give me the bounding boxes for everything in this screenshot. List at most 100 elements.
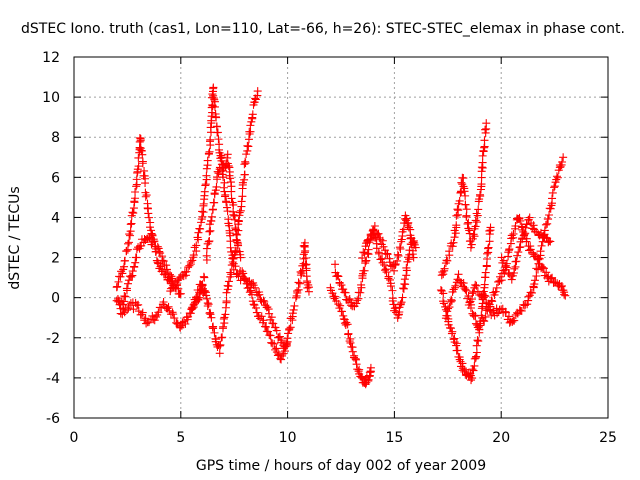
data-point xyxy=(561,291,570,300)
data-point xyxy=(481,125,490,134)
data-point xyxy=(251,303,260,312)
data-point xyxy=(205,237,214,246)
data-point xyxy=(129,204,138,213)
data-point xyxy=(272,326,281,335)
grid-lines xyxy=(74,57,608,418)
data-point xyxy=(242,276,251,285)
data-point xyxy=(185,261,194,270)
data-point xyxy=(285,324,294,333)
data-point xyxy=(505,270,514,279)
data-point xyxy=(467,240,476,249)
data-point xyxy=(301,260,310,269)
data-point xyxy=(266,331,275,340)
data-point xyxy=(136,136,145,145)
data-point xyxy=(471,280,480,289)
data-point xyxy=(232,246,241,255)
data-point xyxy=(196,224,205,233)
data-point xyxy=(478,151,487,160)
data-point xyxy=(449,285,458,294)
data-point xyxy=(442,311,451,320)
data-point xyxy=(279,349,288,358)
x-axis-label: GPS time / hours of day 002 of year 2009 xyxy=(196,458,486,474)
y-tick-label: -6 xyxy=(46,411,60,427)
data-point xyxy=(439,299,448,308)
data-point xyxy=(550,182,559,191)
data-point xyxy=(189,300,198,309)
data-point xyxy=(263,302,272,311)
data-point xyxy=(376,255,385,264)
data-point xyxy=(455,196,464,205)
data-point xyxy=(358,374,367,383)
y-tick-label: 6 xyxy=(51,170,60,186)
data-point xyxy=(281,342,290,351)
data-point xyxy=(404,223,413,232)
x-tick-label: 20 xyxy=(492,430,510,446)
data-point xyxy=(164,302,173,311)
data-point xyxy=(522,220,531,229)
data-point xyxy=(210,102,219,111)
data-point xyxy=(182,267,191,276)
data-point xyxy=(402,266,411,275)
data-point xyxy=(118,269,127,278)
data-point xyxy=(304,287,313,296)
data-point xyxy=(440,264,449,273)
data-point xyxy=(462,211,471,220)
x-tick-label: 10 xyxy=(279,430,297,446)
data-point xyxy=(150,237,159,246)
data-point xyxy=(478,158,487,167)
data-point xyxy=(472,341,481,350)
data-point xyxy=(467,300,476,309)
data-point xyxy=(445,303,454,312)
data-point xyxy=(207,313,216,322)
data-point xyxy=(200,273,209,282)
data-point xyxy=(452,221,461,230)
data-point xyxy=(120,262,129,271)
data-point xyxy=(122,247,131,256)
data-point xyxy=(123,306,132,315)
data-point xyxy=(472,218,481,227)
data-point xyxy=(472,209,481,218)
data-point xyxy=(222,288,231,297)
data-point xyxy=(517,306,526,315)
data-point xyxy=(544,238,553,247)
data-point xyxy=(559,153,568,162)
data-point xyxy=(230,211,239,220)
data-point xyxy=(156,262,165,271)
data-point xyxy=(470,361,479,370)
data-point xyxy=(175,274,184,283)
data-point xyxy=(482,119,491,128)
data-point xyxy=(223,153,232,162)
data-point xyxy=(235,208,244,217)
y-tick-label: 8 xyxy=(51,130,60,146)
data-point xyxy=(257,312,266,321)
data-point xyxy=(120,256,129,265)
data-point xyxy=(557,282,566,291)
data-point xyxy=(386,282,395,291)
data-point xyxy=(459,279,468,288)
data-point xyxy=(388,296,397,305)
data-point xyxy=(145,233,154,242)
data-point xyxy=(481,268,490,277)
data-point xyxy=(153,242,162,251)
data-point xyxy=(394,251,403,260)
data-point xyxy=(203,301,212,310)
data-point xyxy=(243,141,252,150)
data-point xyxy=(504,312,513,321)
data-point xyxy=(301,254,310,262)
data-point xyxy=(239,269,248,278)
data-point xyxy=(226,243,235,252)
data-point xyxy=(205,227,214,236)
data-point xyxy=(527,288,536,297)
data-point xyxy=(476,321,485,330)
data-point xyxy=(468,374,477,383)
y-axis-label: dSTEC / TECUs xyxy=(7,186,23,289)
data-point xyxy=(510,316,519,325)
data-point xyxy=(558,157,567,166)
data-point xyxy=(195,290,204,299)
data-point xyxy=(170,314,179,323)
y-tick-label: -2 xyxy=(46,331,60,347)
data-point xyxy=(397,298,406,307)
data-point xyxy=(471,311,480,320)
data-point xyxy=(172,280,181,289)
data-point xyxy=(402,214,411,223)
